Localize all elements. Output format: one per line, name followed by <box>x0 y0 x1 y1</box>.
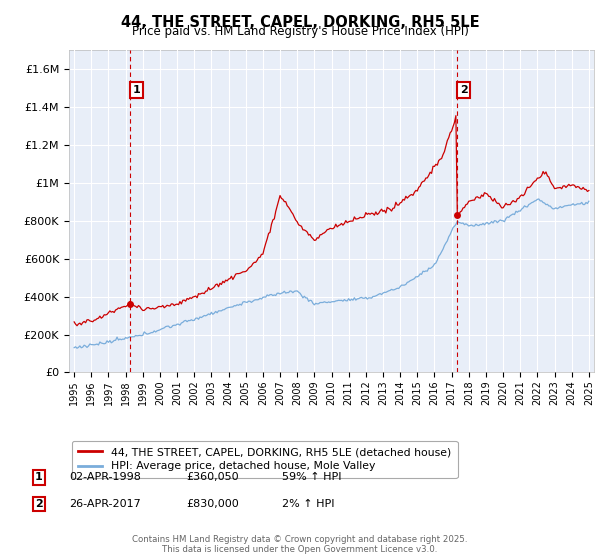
Text: 1: 1 <box>133 85 140 95</box>
Legend: 44, THE STREET, CAPEL, DORKING, RH5 5LE (detached house), HPI: Average price, de: 44, THE STREET, CAPEL, DORKING, RH5 5LE … <box>72 441 458 478</box>
Text: 44, THE STREET, CAPEL, DORKING, RH5 5LE: 44, THE STREET, CAPEL, DORKING, RH5 5LE <box>121 15 479 30</box>
Text: 2: 2 <box>460 85 467 95</box>
Text: 26-APR-2017: 26-APR-2017 <box>69 499 141 509</box>
Text: Price paid vs. HM Land Registry's House Price Index (HPI): Price paid vs. HM Land Registry's House … <box>131 25 469 38</box>
Text: £360,050: £360,050 <box>186 472 239 482</box>
Text: Contains HM Land Registry data © Crown copyright and database right 2025.
This d: Contains HM Land Registry data © Crown c… <box>132 535 468 554</box>
Text: £830,000: £830,000 <box>186 499 239 509</box>
Text: 2% ↑ HPI: 2% ↑ HPI <box>282 499 335 509</box>
Text: 59% ↑ HPI: 59% ↑ HPI <box>282 472 341 482</box>
Text: 02-APR-1998: 02-APR-1998 <box>69 472 141 482</box>
Text: 1: 1 <box>35 472 43 482</box>
Text: 2: 2 <box>35 499 43 509</box>
